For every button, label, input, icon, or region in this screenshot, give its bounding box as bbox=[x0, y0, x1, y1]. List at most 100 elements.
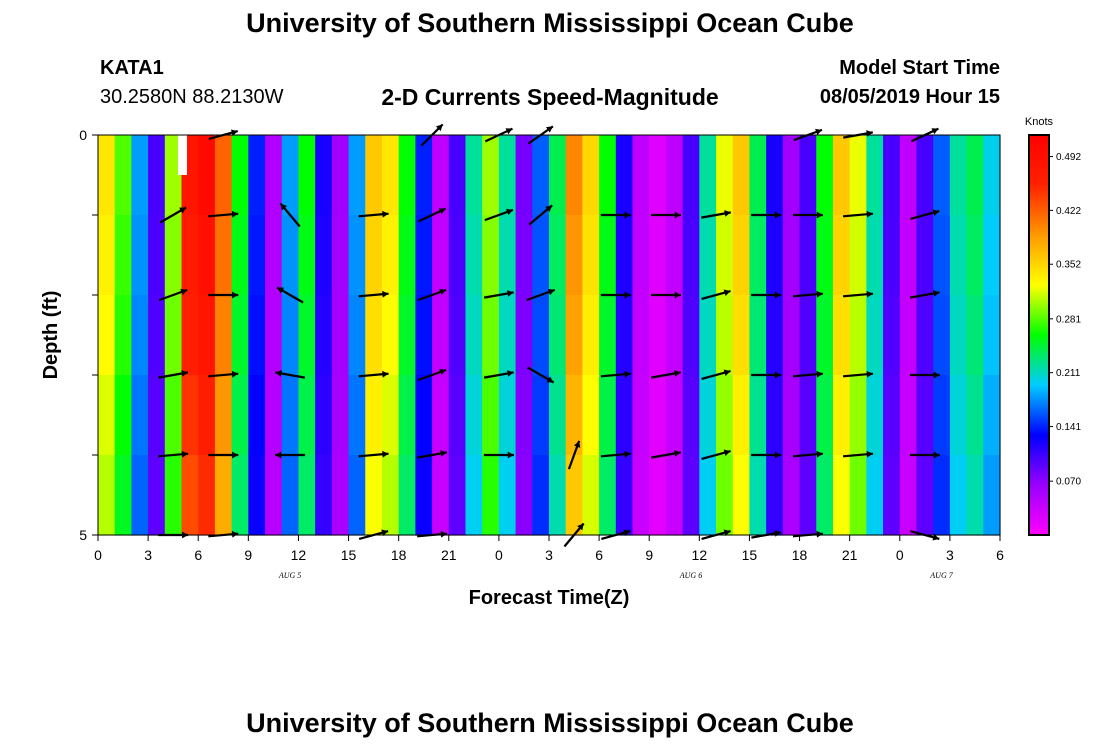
heat-cell bbox=[716, 455, 734, 536]
heat-cell bbox=[883, 455, 901, 536]
heat-cell bbox=[799, 215, 817, 296]
current-vector bbox=[567, 440, 581, 470]
colorbar-tick-label: 0.422 bbox=[1056, 206, 1081, 217]
heat-cell bbox=[766, 455, 784, 536]
heat-cell bbox=[966, 135, 984, 216]
heat-cell bbox=[415, 295, 433, 376]
heat-cell bbox=[832, 135, 851, 216]
heat-cell bbox=[565, 455, 584, 536]
heat-cell bbox=[983, 295, 1001, 376]
heat-cell bbox=[582, 295, 600, 376]
heat-cell bbox=[665, 135, 684, 216]
heat-cell bbox=[432, 135, 450, 216]
heat-cell bbox=[131, 135, 149, 216]
heat-cell bbox=[899, 455, 918, 536]
heat-cell bbox=[716, 215, 734, 296]
heat-cell bbox=[281, 135, 300, 216]
heat-cell bbox=[599, 455, 617, 536]
current-vector bbox=[358, 370, 389, 378]
heat-cell bbox=[849, 135, 867, 216]
current-vector bbox=[484, 208, 514, 222]
heat-cell bbox=[248, 135, 266, 216]
heat-cell bbox=[916, 135, 934, 216]
heat-cell bbox=[298, 295, 316, 376]
heat-cell bbox=[498, 135, 517, 216]
heat-cell bbox=[265, 375, 283, 456]
heat-cell bbox=[949, 295, 968, 376]
heat-cell bbox=[866, 135, 884, 216]
heat-cell bbox=[749, 295, 767, 376]
heat-cell bbox=[949, 375, 968, 456]
heat-cell bbox=[148, 375, 166, 456]
heat-cell bbox=[782, 215, 801, 296]
heat-cell bbox=[415, 135, 433, 216]
heat-cell bbox=[315, 215, 333, 296]
heat-cell bbox=[448, 135, 467, 216]
heat-cell bbox=[699, 295, 717, 376]
heat-cell bbox=[966, 215, 984, 296]
heat-cell bbox=[348, 215, 366, 296]
heat-cell bbox=[532, 135, 550, 216]
heat-cell bbox=[732, 295, 751, 376]
heat-cell bbox=[98, 215, 116, 296]
colorbar-tick-label: 0.070 bbox=[1056, 477, 1081, 488]
heat-cell bbox=[565, 295, 584, 376]
heat-cell bbox=[916, 295, 934, 376]
current-vector bbox=[701, 369, 731, 380]
heat-cell bbox=[966, 455, 984, 536]
heat-cell bbox=[949, 135, 968, 216]
missing-data-gap bbox=[178, 135, 187, 175]
current-vector bbox=[158, 288, 188, 302]
heat-cell bbox=[699, 455, 717, 536]
heat-cell bbox=[832, 215, 851, 296]
heat-cell bbox=[231, 215, 249, 296]
heat-cell bbox=[582, 215, 600, 296]
heat-cell bbox=[682, 455, 700, 536]
heat-cell bbox=[549, 455, 567, 536]
heat-cell bbox=[114, 215, 133, 296]
heat-cell bbox=[214, 375, 233, 456]
x-tick-label: 3 bbox=[144, 547, 152, 563]
heat-cell bbox=[348, 295, 366, 376]
heat-cell bbox=[933, 135, 951, 216]
heat-cell bbox=[899, 215, 918, 296]
heat-cell bbox=[549, 295, 567, 376]
heat-cell bbox=[782, 135, 801, 216]
heat-cell bbox=[782, 375, 801, 456]
heat-cell bbox=[682, 375, 700, 456]
heat-cell bbox=[98, 135, 116, 216]
heat-cell bbox=[164, 295, 183, 376]
heat-cell bbox=[883, 295, 901, 376]
heat-cell bbox=[331, 135, 350, 216]
heat-cell bbox=[198, 295, 216, 376]
heat-cell bbox=[448, 215, 467, 296]
heat-cell bbox=[515, 375, 533, 456]
x-tick-label: 6 bbox=[996, 547, 1004, 563]
heat-cell bbox=[398, 455, 416, 536]
current-vector bbox=[159, 206, 187, 224]
heat-cell bbox=[181, 455, 199, 536]
heat-cell bbox=[248, 375, 266, 456]
heat-cell bbox=[649, 295, 667, 376]
station-coordinates: 30.2580N 88.2130W bbox=[100, 86, 284, 108]
heat-cell bbox=[816, 375, 834, 456]
heat-cell bbox=[699, 135, 717, 216]
heat-cell bbox=[565, 135, 584, 216]
heat-cell bbox=[615, 135, 634, 216]
heat-cell bbox=[298, 215, 316, 296]
x-tick-label: 12 bbox=[692, 547, 708, 563]
heat-cell bbox=[799, 135, 817, 216]
heat-cell bbox=[465, 135, 483, 216]
heat-cell bbox=[114, 455, 133, 536]
heat-cell bbox=[148, 135, 166, 216]
heat-cell bbox=[766, 135, 784, 216]
heat-cell bbox=[665, 455, 684, 536]
heat-cell bbox=[749, 215, 767, 296]
heat-cell bbox=[582, 135, 600, 216]
heat-cell bbox=[649, 455, 667, 536]
heat-cell bbox=[365, 455, 383, 536]
heat-cell bbox=[248, 215, 266, 296]
current-vector bbox=[600, 370, 631, 378]
current-vector bbox=[909, 290, 940, 299]
